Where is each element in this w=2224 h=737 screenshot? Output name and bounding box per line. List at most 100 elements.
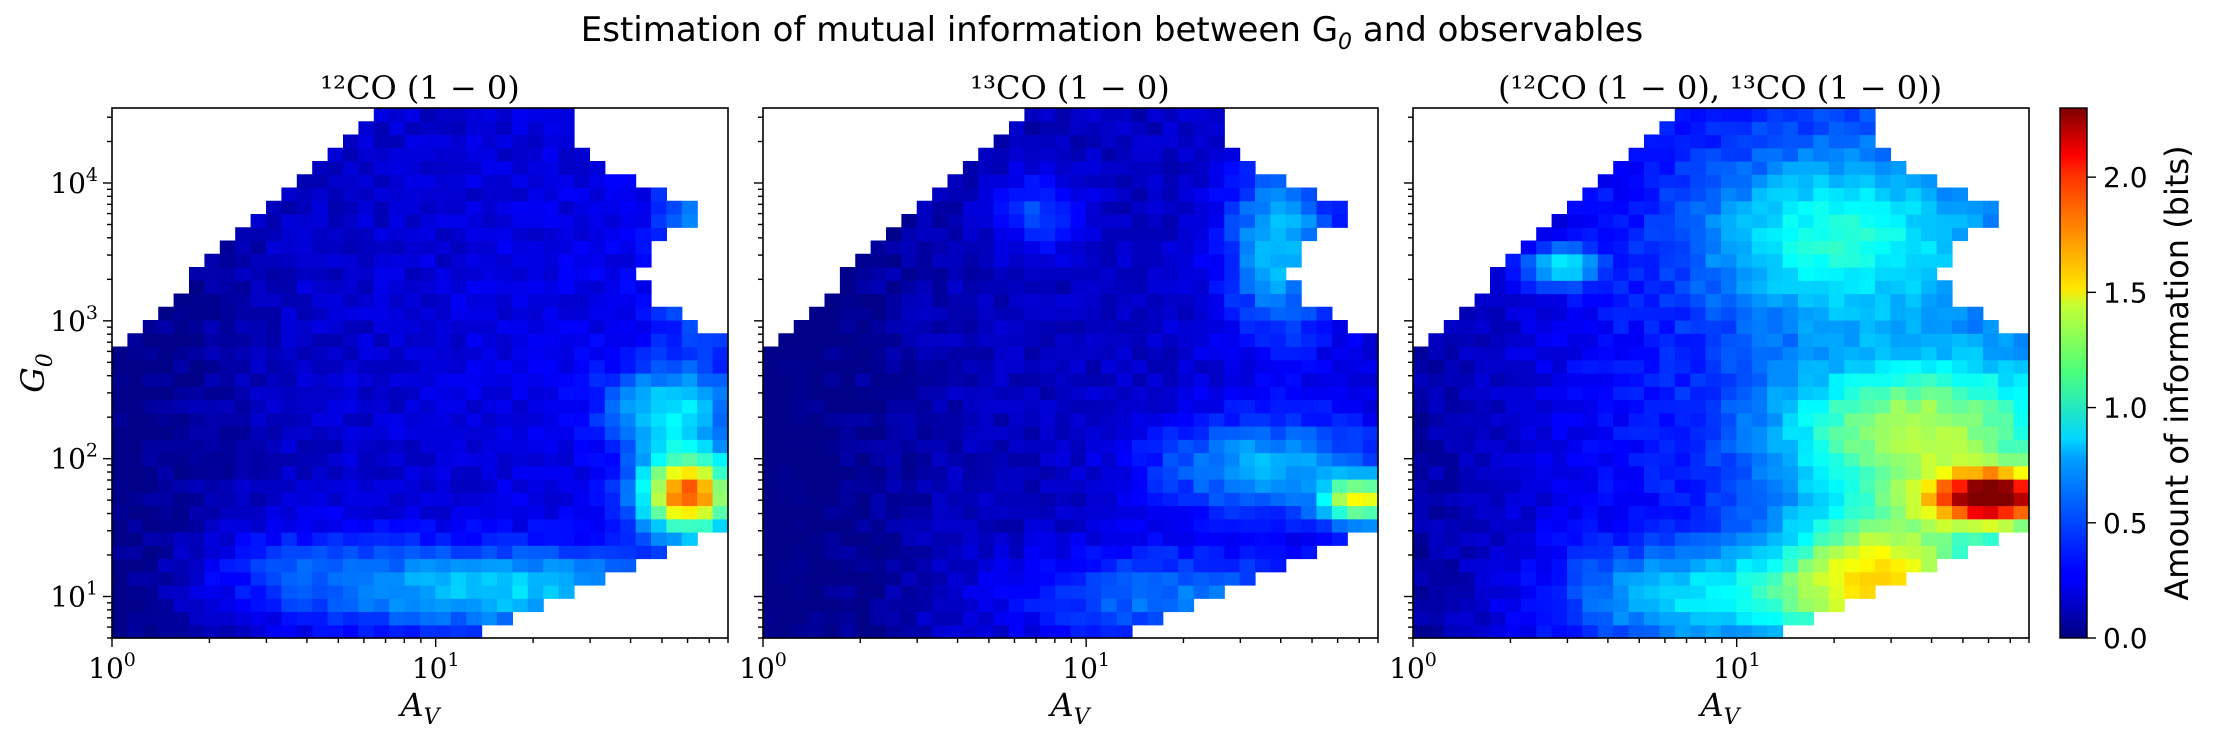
heatmap-cell (824, 293, 841, 308)
heatmap-cell (824, 373, 841, 387)
heatmap-cell (1582, 571, 1599, 586)
heatmap-cell (574, 492, 590, 507)
heatmap-cell (1413, 373, 1429, 387)
heatmap-cell (589, 452, 606, 467)
heatmap-cell (620, 306, 637, 321)
heatmap-cell (1628, 187, 1645, 202)
heatmap-cell (435, 465, 452, 480)
heatmap-cell (574, 545, 590, 560)
heatmap-cell (1162, 333, 1179, 348)
heatmap-cell (574, 267, 590, 281)
heatmap-cell (1798, 373, 1814, 387)
heatmap-cell (1270, 240, 1287, 255)
heatmap-cell (558, 585, 575, 599)
heatmap-cell (855, 346, 872, 361)
heatmap-cell (1474, 532, 1491, 546)
heatmap-cell (1474, 611, 1491, 626)
heatmap-cell (127, 598, 144, 613)
heatmap-cell (281, 598, 298, 613)
heatmap-cell (932, 558, 949, 573)
heatmap-cell (373, 267, 390, 281)
heatmap-cell (1767, 293, 1784, 308)
heatmap-cell (1782, 121, 1799, 136)
heatmap-cell (1070, 598, 1087, 613)
heatmap-cell (1024, 558, 1041, 573)
heatmap-cell (1859, 479, 1876, 493)
heatmap-cell (1798, 320, 1814, 334)
heatmap-cell (1009, 253, 1025, 268)
heatmap-cell (1674, 333, 1691, 348)
heatmap-cell (1798, 545, 1814, 560)
heatmap-cell (512, 227, 529, 242)
heatmap-cell (1828, 187, 1845, 202)
heatmap-cell (993, 134, 1010, 149)
heatmap-cell (1178, 147, 1195, 162)
heatmap-cell (978, 293, 995, 308)
heatmap-cell (1116, 571, 1133, 586)
heatmap-cell (1085, 161, 1102, 175)
heatmap-cell (978, 558, 995, 573)
heatmap-cell (358, 147, 375, 162)
heatmap-cell (358, 306, 375, 321)
heatmap-cell (512, 505, 529, 520)
heatmap-cell (1597, 373, 1614, 387)
heatmap-cell (1085, 359, 1102, 374)
heatmap-cell (1224, 293, 1241, 308)
heatmap-cell (1875, 426, 1891, 440)
heatmap-cell (1224, 174, 1241, 189)
heatmap-cell (1905, 174, 1922, 189)
heatmap-cell (358, 624, 375, 639)
heatmap-cell (793, 465, 810, 480)
heatmap-cell (1967, 373, 1984, 387)
heatmap-cell (1331, 426, 1348, 440)
heatmap-cell (604, 187, 621, 202)
heatmap-cell (1705, 571, 1722, 586)
heatmap-cell (1490, 452, 1506, 467)
heatmap-cell (1813, 439, 1830, 454)
heatmap-cell (1613, 267, 1630, 281)
heatmap-cell (1859, 505, 1876, 520)
heatmap-cell (1613, 174, 1630, 189)
heatmap-cell (1828, 108, 1845, 122)
heatmap-cell (235, 267, 252, 281)
heatmap-cell (2013, 518, 2030, 533)
heatmap-cell (1239, 532, 1256, 546)
heatmap-cell (512, 412, 529, 427)
heatmap-cell (839, 399, 856, 414)
heatmap-cell (1024, 161, 1041, 175)
heatmap-cell (1674, 505, 1691, 520)
heatmap-cell (932, 598, 949, 613)
heatmap-cell (1009, 386, 1025, 401)
heatmap-cell (1952, 439, 1968, 454)
heatmap-cell (1767, 505, 1784, 520)
heatmap-cell (1659, 585, 1676, 599)
heatmap-cell (1721, 227, 1737, 242)
heatmap-cell (1208, 200, 1225, 215)
heatmap-cell (389, 518, 406, 533)
heatmap-cell (1085, 545, 1102, 560)
heatmap-cell (1536, 253, 1553, 268)
heatmap-cell (558, 465, 575, 480)
heatmap-cell (839, 386, 856, 401)
heatmap-cell (1070, 558, 1087, 573)
heatmap-cell (1536, 545, 1553, 560)
heatmap-cell (1101, 439, 1118, 454)
heatmap-cell (1459, 585, 1476, 599)
heatmap-cell (1582, 532, 1599, 546)
heatmap-cell (1674, 134, 1691, 149)
heatmap-cell (1751, 108, 1768, 122)
heatmap-cell (404, 585, 421, 599)
heatmap-cell (343, 505, 359, 520)
heatmap-cell (993, 624, 1010, 639)
heatmap-cell (1736, 306, 1753, 321)
heatmap-cell (219, 465, 236, 480)
heatmap-cell (1316, 386, 1333, 401)
heatmap-cell (1844, 479, 1861, 493)
heatmap-cell (1162, 412, 1179, 427)
heatmap-cell (1782, 108, 1799, 122)
heatmap-cell (1690, 399, 1707, 414)
heatmap-cell (1255, 399, 1271, 414)
heatmap-cell (574, 452, 590, 467)
heatmap-cell (1859, 267, 1876, 281)
heatmap-cell (778, 505, 795, 520)
